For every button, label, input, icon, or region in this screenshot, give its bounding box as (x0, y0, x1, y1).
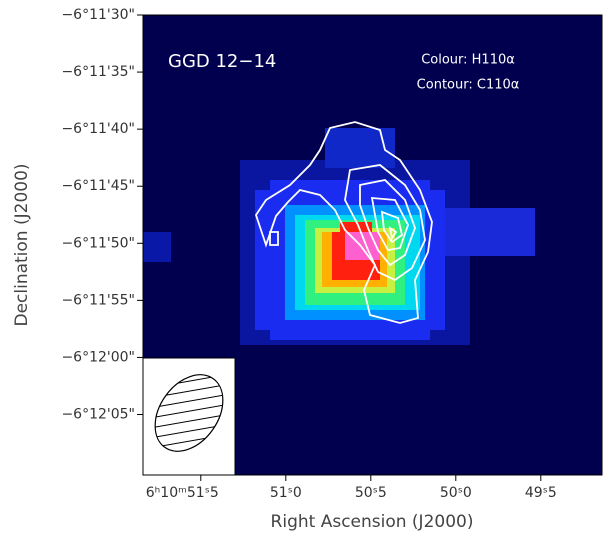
contour-annotation: Contour: C110α (417, 78, 520, 93)
x-tick-label: 6ʰ10ᵐ51ˢ5 (146, 485, 219, 501)
x-tick-label: 50ˢ0 (440, 485, 472, 501)
y-tick-label: −6°11'40" (61, 121, 135, 137)
x-tick-label: 50ˢ5 (355, 485, 387, 501)
color-annotation: Colour: H110α (421, 53, 515, 68)
y-tick-label: −6°11'45" (61, 178, 135, 194)
chart: GGD 12−14 Colour: H110α Contour: C110α R… (0, 0, 606, 537)
y-tick-label: −6°11'50" (61, 235, 135, 251)
beam-inset (141, 358, 237, 475)
y-tick-label: −6°12'00" (61, 349, 135, 365)
y-tick-label: −6°11'55" (61, 292, 135, 308)
y-tick-label: −6°12'05" (61, 407, 135, 423)
chart-title: GGD 12−14 (168, 51, 276, 72)
x-tick-label: 51ˢ0 (270, 485, 302, 501)
x-tick-label: 49ˢ5 (525, 485, 557, 501)
y-tick-label: −6°11'30" (61, 7, 135, 23)
y-axis-label: Declination (J2000) (12, 163, 32, 326)
x-axis-label: Right Ascension (J2000) (271, 512, 474, 532)
y-tick-label: −6°11'35" (61, 64, 135, 80)
